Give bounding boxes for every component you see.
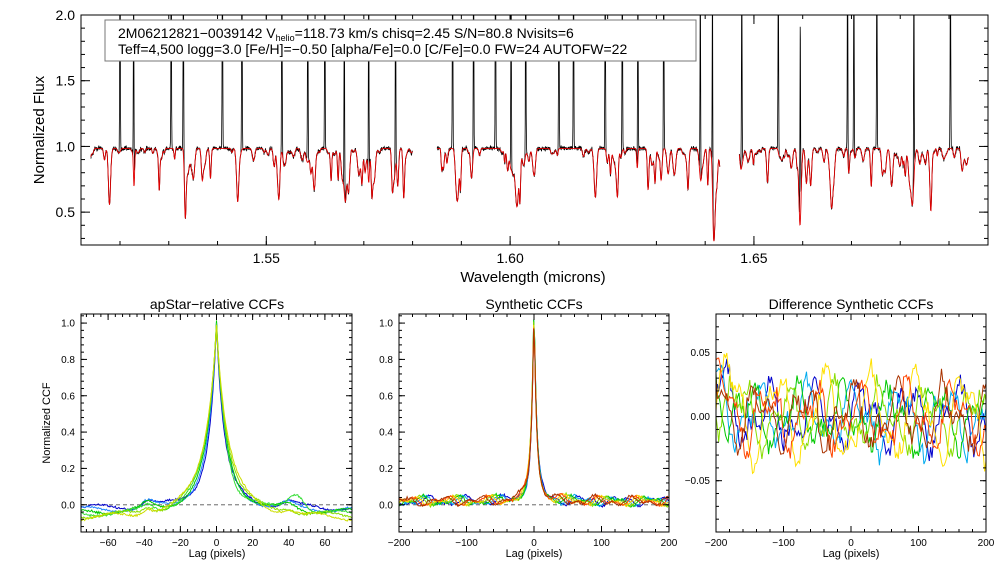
apstar-ccf-xtick-label: 60: [319, 538, 331, 549]
spectrum-model-segment-1: [90, 147, 413, 219]
spectrum-observed-segment-3: [738, 15, 969, 213]
synthetic-ccf-ytick-label: 0.2: [379, 464, 393, 475]
difference-ccf-xtick-label: 200: [978, 538, 995, 549]
difference-ccf-ticks: −200 −100 0 100 200 −0.05 0.00 0.05: [685, 313, 995, 549]
apstar-ccf-xtick-label: −40: [136, 538, 153, 549]
spectrum-annotation: 2M06212821−0039142 Vhelio=118.73 km/s ch…: [104, 19, 697, 62]
synthetic-ccf-series-7: [399, 328, 669, 507]
apstar-ccf-panel: apStar−relative CCFs −60 −40 −20 0 20 40 60 0.0…: [41, 296, 353, 560]
spectrum-ylabel: Normalized Flux: [31, 75, 48, 184]
difference-ccf-xtick-label: 0: [848, 538, 854, 549]
apstar-ccf-xtick-label: −60: [100, 538, 117, 549]
synthetic-ccf-series-6: [399, 327, 669, 508]
difference-ccf-series-1: [716, 358, 986, 462]
spectrum-xtick-label: 1.55: [253, 250, 280, 266]
apstar-ccf-ylabel: Normalized CCF: [41, 382, 53, 464]
apstar-ccf-title: apStar−relative CCFs: [150, 296, 284, 312]
synthetic-ccf-ticks: −200 −100 0 100 200 0.0 0.2 0.4 0.6 0.8 1.0: [379, 314, 678, 549]
spectrum-xtick-label: 1.60: [496, 250, 523, 266]
synthetic-ccf-ytick-label: 0.8: [379, 355, 393, 366]
difference-ccf-title: Difference Synthetic CCFs: [769, 296, 934, 312]
synthetic-ccf-xtick-label: 100: [593, 538, 610, 549]
apstar-ccf-series-3: [81, 320, 352, 516]
difference-ccf-data: [716, 352, 986, 475]
spectrum-ytick-label: 0.5: [56, 204, 76, 220]
apstar-ccf-series-2: [81, 321, 352, 514]
apstar-ccf-xtick-label: 40: [283, 538, 295, 549]
apstar-ccf-xtick-label: 20: [247, 538, 259, 549]
apstar-ccf-ytick-label: 1.0: [61, 319, 75, 330]
spectrum-ytick-label: 2.0: [56, 7, 76, 23]
apstar-ccf-ticks: −60 −40 −20 0 20 40 60 0.0 0.2 0.4 0.6 0.8 1.0: [61, 314, 352, 549]
spectrum-ytick-label: 1.5: [56, 73, 76, 89]
annotation-line-1: 2M06212821−0039142 Vhelio=118.73 km/s ch…: [118, 25, 574, 43]
apstar-ccf-ytick-label: 0.0: [61, 500, 75, 511]
synthetic-ccf-data: [399, 319, 669, 509]
apstar-ccf-frame: [80, 313, 353, 533]
synthetic-ccf-ytick-label: 0.0: [379, 500, 393, 511]
difference-ccf-xlabel: Lag (pixels): [823, 548, 880, 560]
spectrum-model-segment-2: [437, 147, 721, 242]
apstar-ccf-xtick-label: −20: [172, 538, 189, 549]
spectrum-xlabel: Wavelength (microns): [460, 269, 605, 286]
apstar-ccf-ytick-label: 0.4: [61, 428, 75, 439]
difference-ccf-series-6: [716, 357, 986, 460]
spectrum-data: [90, 15, 969, 242]
apstar-ccf-series-1: [81, 322, 352, 512]
apstar-ccf-ytick-label: 0.8: [61, 355, 75, 366]
spectrum-ticks: 1.55 1.60 1.65 0.5 1.0 1.5 2.0: [56, 7, 988, 266]
difference-ccf-xtick-label: −100: [772, 538, 795, 549]
difference-ccf-ytick-label: 0.05: [691, 348, 711, 359]
synthetic-ccf-ytick-label: 1.0: [379, 319, 393, 330]
synthetic-ccf-xtick-label: −200: [388, 538, 411, 549]
synthetic-ccf-xlabel: Lag (pixels): [506, 548, 563, 560]
synthetic-ccf-ytick-label: 0.4: [379, 428, 393, 439]
synthetic-ccf-title: Synthetic CCFs: [485, 296, 582, 312]
synthetic-ccf-ytick-label: 0.6: [379, 391, 393, 402]
difference-ccf-xtick-label: 100: [910, 538, 927, 549]
spectrum-panel: 1.55 1.60 1.65 0.5 1.0 1.5 2.0 2M06212821−0039…: [31, 7, 989, 286]
apstar-ccf-ytick-label: 0.2: [61, 464, 75, 475]
annotation-line-2: Teff=4,500 logg=3.0 [Fe/H]=−0.50 [alpha/…: [118, 41, 627, 57]
difference-ccf-ytick-label: −0.05: [685, 476, 711, 487]
spectrum-ytick-label: 1.0: [56, 138, 76, 154]
apstar-ccf-data: [81, 320, 352, 522]
apstar-ccf-xlabel: Lag (pixels): [189, 548, 246, 560]
spectrum-frame: [80, 14, 989, 246]
apstar-ccf-series-4: [81, 323, 352, 518]
apstar-ccf-series-6: [81, 324, 352, 522]
apstar-ccf-series-5: [81, 324, 352, 520]
spectrum-xtick-label: 1.65: [740, 250, 767, 266]
apstar-ccf-ytick-label: 0.6: [61, 391, 75, 402]
difference-ccf-ytick-label: 0.00: [691, 412, 711, 423]
synthetic-ccf-xtick-label: 0: [531, 538, 537, 549]
synthetic-ccf-panel: Synthetic CCFs −200 −100 0 100 200 0.0 0.2 0.4 0…: [379, 296, 678, 560]
spectrum-model-segment-3: [738, 147, 969, 226]
difference-ccf-panel: Difference Synthetic CCFs −200 −100 0 100 20…: [685, 296, 995, 560]
difference-ccf-series-7: [716, 368, 986, 456]
synthetic-ccf-xtick-label: −100: [455, 538, 478, 549]
annotation-box: [104, 19, 697, 62]
synthetic-ccf-xtick-label: 200: [661, 538, 678, 549]
difference-ccf-xtick-label: −200: [705, 538, 728, 549]
apstar-ccf-xtick-label: 0: [214, 538, 220, 549]
difference-ccf-series-5: [716, 352, 986, 475]
